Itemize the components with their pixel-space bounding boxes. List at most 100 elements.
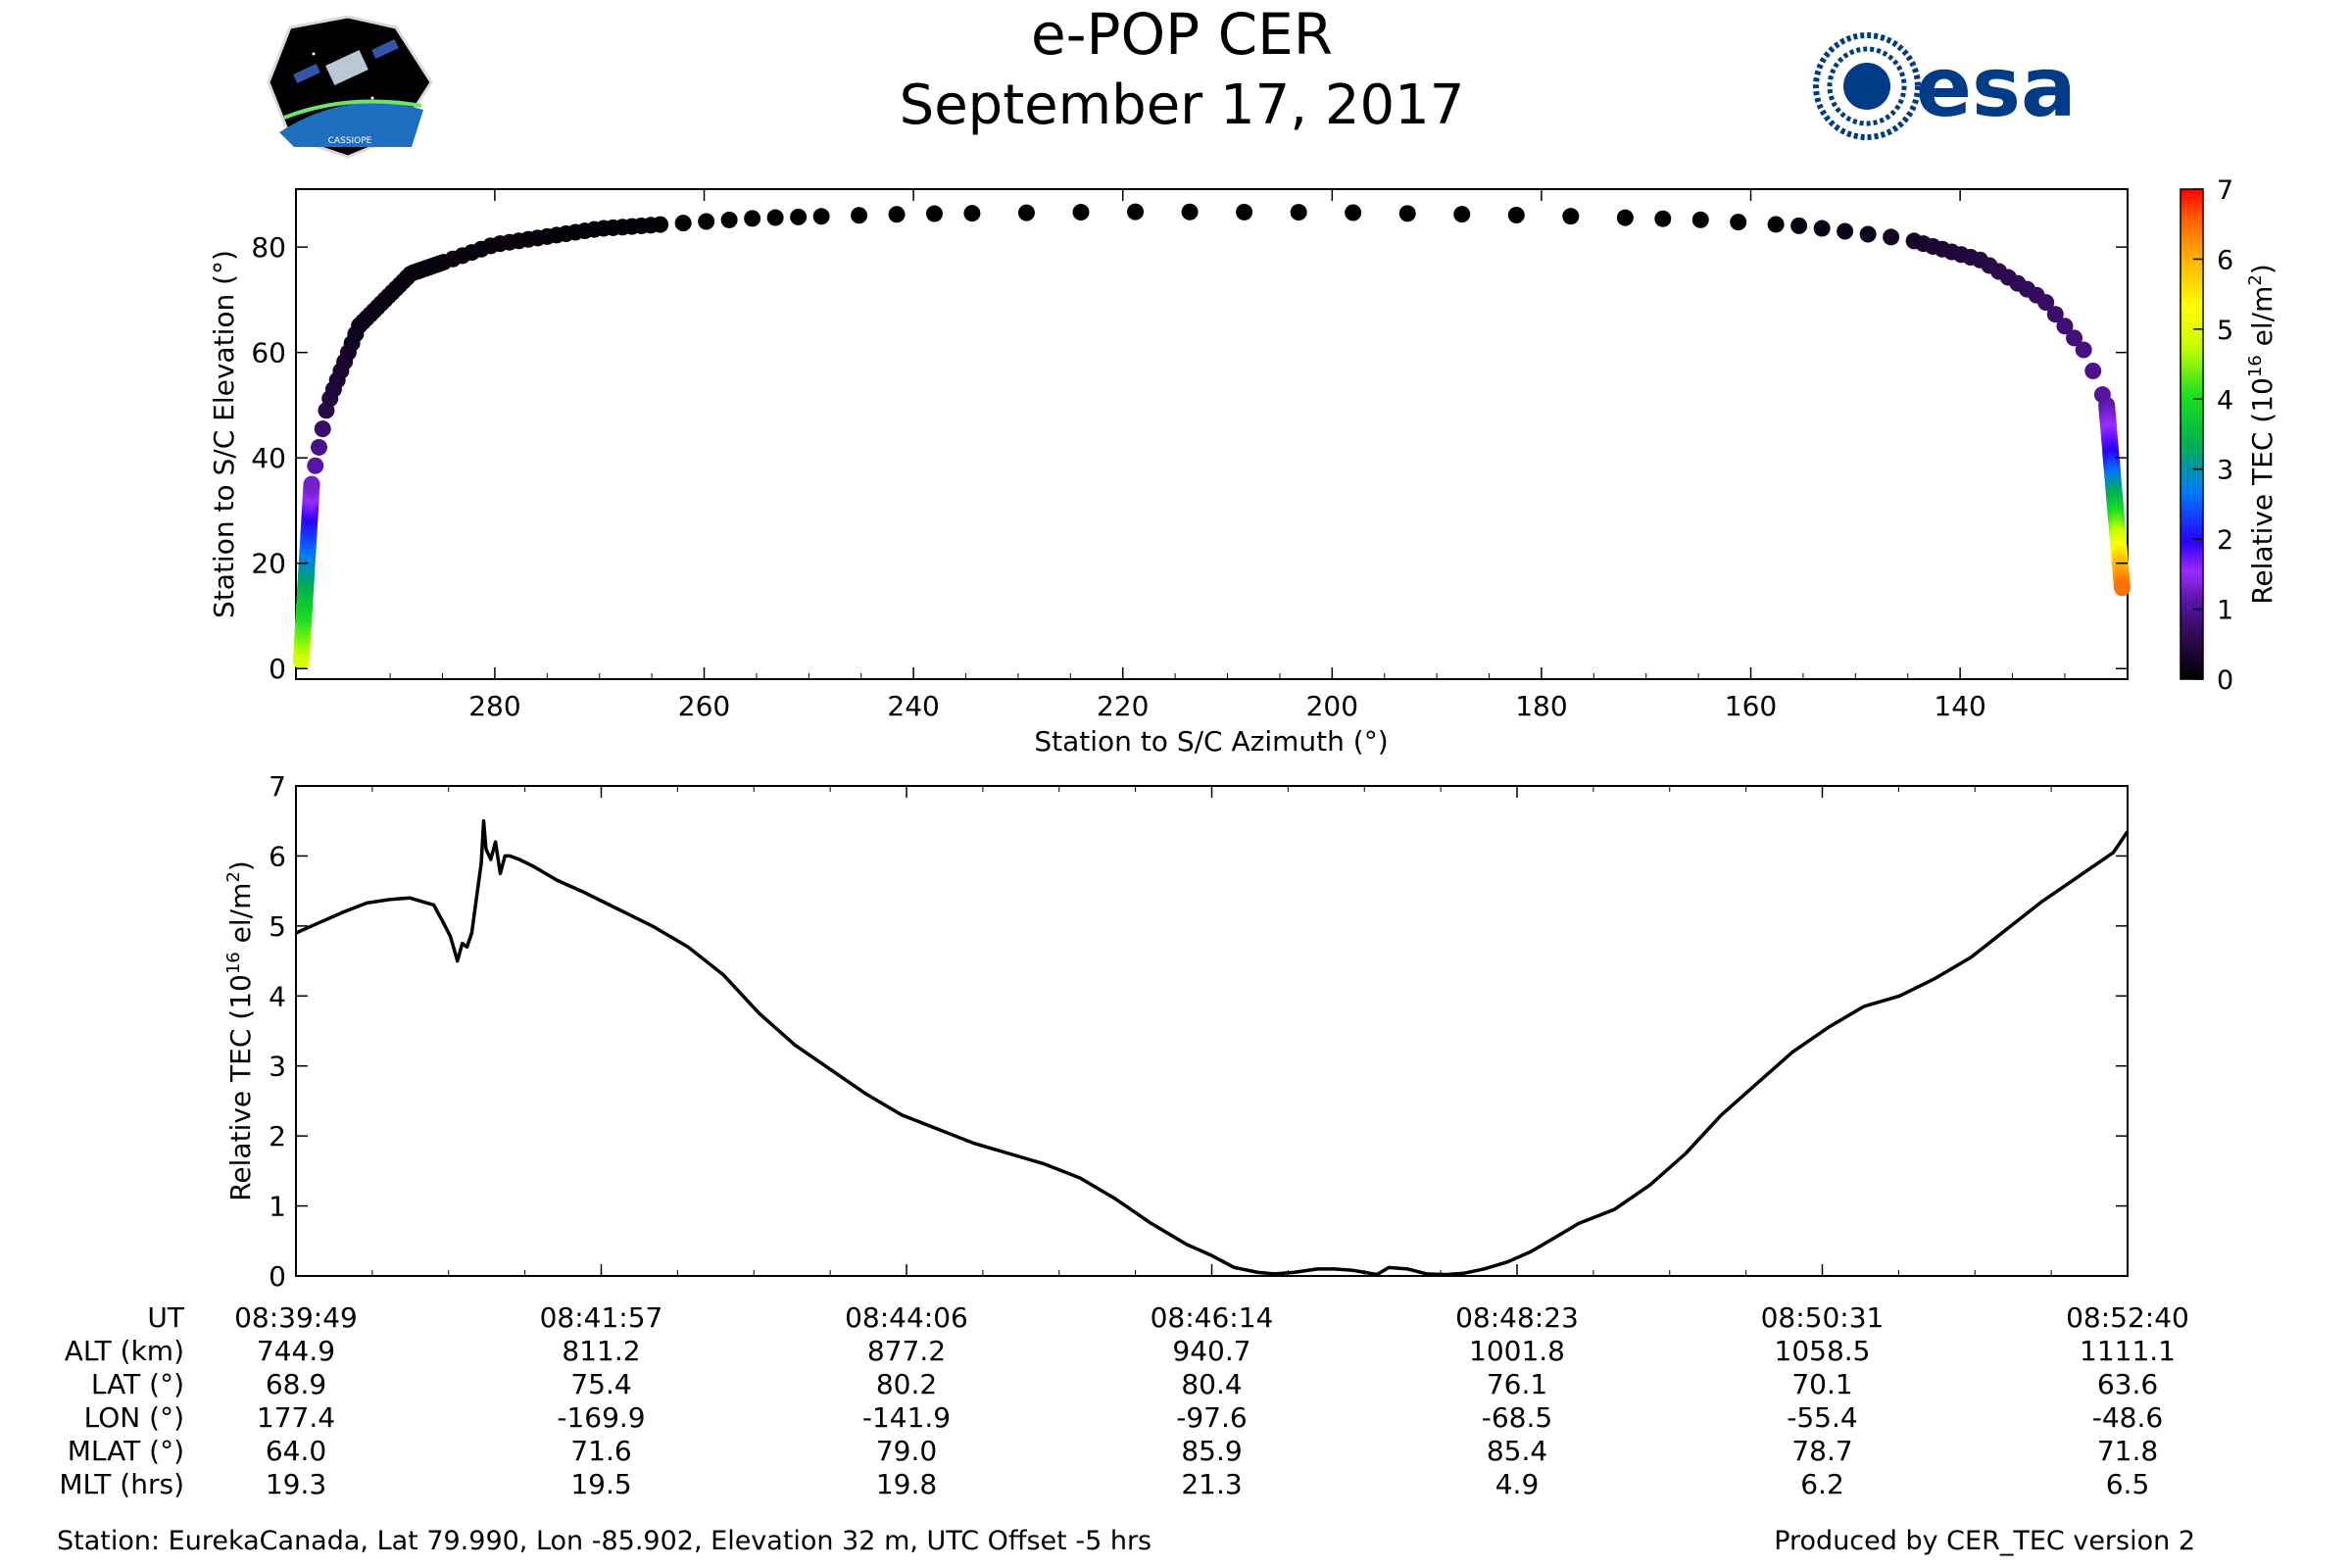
colorbar-tick-label: 7: [2217, 175, 2233, 206]
track-point: [1017, 204, 1035, 221]
info-cell: 80.2: [876, 1368, 937, 1400]
info-cell: 85.4: [1487, 1435, 1547, 1467]
info-cell: 76.1: [1487, 1368, 1547, 1400]
colorbar-tick-label: 6: [2217, 245, 2233, 275]
esa-logo: esa: [1813, 32, 2077, 140]
top-xtick-label: 280: [468, 690, 520, 722]
track-point: [812, 208, 830, 225]
track-point: [2037, 294, 2055, 312]
azimuth-ticks: 280 260 240 220 200 180 160 140: [389, 189, 2066, 722]
top-ytick-label: 60: [251, 337, 286, 369]
station-info: Station: EurekaCanada, Lat 79.990, Lon -…: [57, 1526, 1152, 1556]
track-point: [303, 475, 320, 493]
track-point: [307, 457, 324, 474]
colorbar-gradient: [2180, 188, 2204, 680]
info-cell: 744.9: [257, 1335, 335, 1367]
top-ylabel: Station to S/C Elevation (°): [208, 250, 240, 618]
info-cell: 63.6: [2097, 1368, 2158, 1400]
top-ytick-label: 0: [269, 653, 286, 685]
bottom-ytick-label: 1: [269, 1191, 286, 1223]
info-cell: 79.0: [876, 1435, 937, 1467]
info-cell: 75.4: [570, 1368, 631, 1400]
track-point: [1767, 216, 1785, 233]
tec-series-line: [295, 818, 2130, 1277]
track-point: [744, 210, 761, 227]
info-cell: 1058.5: [1775, 1335, 1871, 1367]
track-point: [1398, 205, 1416, 222]
info-cell: -68.5: [1482, 1401, 1552, 1434]
time-ticks: [295, 786, 2129, 1276]
track-point: [790, 208, 808, 225]
top-ytick-label: 80: [251, 231, 286, 264]
info-cell: -141.9: [862, 1401, 951, 1434]
produced-by: Produced by CER_TEC version 2: [1774, 1526, 2195, 1556]
track-point: [1730, 214, 1747, 231]
colorbar-tick-label: 2: [2217, 525, 2233, 556]
info-cell: 19.8: [876, 1468, 937, 1500]
info-cell: 64.0: [266, 1435, 326, 1467]
info-cell: 19.5: [570, 1468, 631, 1500]
track-point: [2066, 329, 2083, 347]
mission-logo: CASSIOPE: [267, 15, 433, 159]
info-cell: 940.7: [1172, 1335, 1250, 1367]
track-point: [698, 213, 715, 230]
track-point: [2084, 362, 2102, 379]
track-point: [674, 215, 692, 232]
track-points: [292, 203, 2131, 669]
bottom-ytick-label: 0: [269, 1260, 286, 1293]
bottom-ytick-label: 3: [269, 1051, 286, 1083]
mission-logo-text: CASSIOPE: [328, 136, 372, 146]
top-xtick-label: 140: [1934, 690, 1985, 722]
track-point: [1654, 210, 1672, 227]
track-point: [652, 216, 669, 233]
track-point: [1181, 203, 1199, 220]
elevation-azimuth-plot: 280 260 240 220 200 180 160 140 0 20 40 60 80 Stati…: [208, 188, 2131, 758]
top-xlabel: Station to S/C Azimuth (°): [1034, 725, 1388, 758]
track-point: [1813, 220, 1831, 237]
info-cell: -48.6: [2092, 1401, 2163, 1434]
track-point: [2056, 318, 2074, 335]
info-cell: 4.9: [1495, 1468, 1540, 1500]
info-cell: -55.4: [1787, 1401, 1857, 1434]
esa-logo-text: esa: [1916, 39, 2077, 135]
top-xtick-label: 240: [887, 690, 939, 722]
track-point: [1616, 209, 1634, 226]
top-xtick-label: 260: [678, 690, 730, 722]
info-row-label: MLT (hrs): [59, 1468, 184, 1500]
info-cell: 19.3: [266, 1468, 326, 1500]
colorbar-ticks: 0 1 2 3 4 5 6 7: [2193, 175, 2233, 696]
track-point: [1790, 217, 1808, 234]
track-point: [1837, 222, 1854, 240]
colorbar-tick-label: 4: [2217, 385, 2233, 416]
colorbar-label: Relative TEC (1016 el/m2): [2245, 264, 2278, 605]
colorbar-tick-label: 1: [2217, 596, 2233, 626]
track-point: [720, 211, 738, 228]
time-tick-label: 08:39:49: [234, 1301, 358, 1334]
info-cell: 1111.1: [2080, 1335, 2176, 1367]
top-xtick-label: 180: [1515, 690, 1567, 722]
track-point: [314, 420, 331, 438]
top-ytick-label: 20: [251, 548, 286, 580]
bottom-ylabel: Relative TEC (1016 el/m2): [223, 860, 257, 1201]
track-point: [1453, 206, 1471, 223]
info-cell: 6.5: [2106, 1468, 2150, 1500]
track-point: [1127, 203, 1145, 220]
tec-time-plot: 0 1 2 3 4 5 6 7 Relative TEC (1016 el/m2): [223, 770, 2130, 1293]
info-cell: 68.9: [266, 1368, 326, 1400]
bottom-ytick-label: 5: [269, 910, 286, 943]
colorbar-tick-label: 0: [2217, 665, 2233, 696]
track-point: [2075, 341, 2092, 359]
info-cell: 21.3: [1181, 1468, 1242, 1500]
info-row-label: UT: [147, 1301, 184, 1334]
track-point: [925, 205, 943, 222]
top-plot-frame: [295, 188, 2129, 680]
time-tick-label: 08:48:23: [1455, 1301, 1579, 1334]
track-point: [1236, 203, 1253, 220]
info-cell: 1001.8: [1469, 1335, 1565, 1367]
info-cell: 71.6: [570, 1435, 631, 1467]
track-point: [1859, 225, 1877, 243]
top-xtick-label: 220: [1097, 690, 1149, 722]
time-tick-label: 08:46:14: [1151, 1301, 1274, 1334]
info-cell: 71.8: [2097, 1435, 2158, 1467]
info-cell: 70.1: [1791, 1368, 1852, 1400]
